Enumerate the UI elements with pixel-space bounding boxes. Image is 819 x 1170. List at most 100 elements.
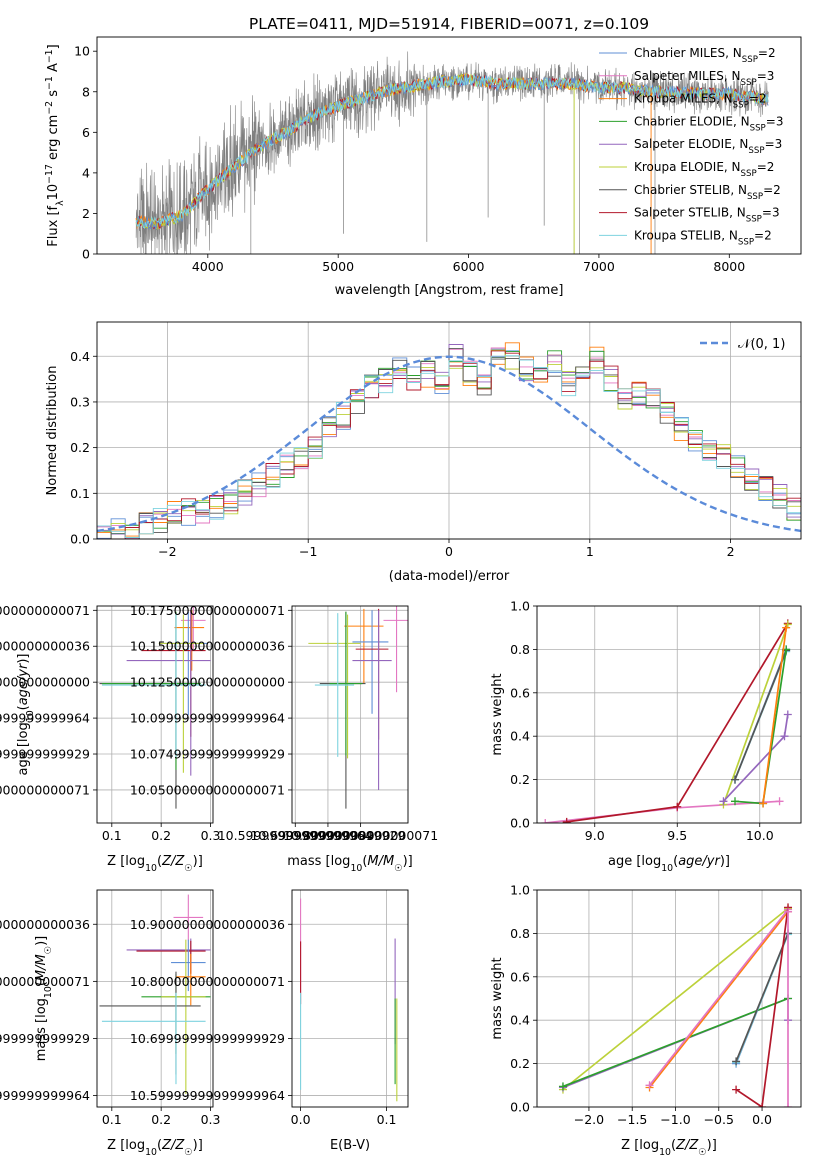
x-tick-label: 9.0 — [585, 828, 605, 843]
y-tick-label: 10.05000000000000071 — [130, 782, 285, 797]
legend-label: Kroupa MILES, NSSP=2 — [634, 92, 767, 111]
x-axis-label: Z [log10(Z/Z☉)] — [621, 1138, 717, 1158]
panel-residuals: −2 −1 0 1 2 0.0 0.1 0.2 0.3 0.4 (data-model)/error… — [45, 321, 802, 584]
axes-frame — [96, 321, 802, 540]
histogram-chabrier_stelib — [97, 348, 801, 539]
label-part: 10 — [145, 863, 157, 874]
label-part: ( — [673, 854, 678, 869]
label-part: SSP — [750, 123, 766, 133]
y-tick-label: 10.90000000000000036 — [130, 917, 285, 932]
y-tick-label: 0.2 — [510, 1056, 530, 1071]
x-tick-label: 10.80000000000000071 — [283, 828, 438, 843]
label-part: −1 — [44, 76, 55, 90]
x-tick-label: 8000 — [713, 259, 745, 274]
plot-area-age_vs_Z — [99, 606, 211, 809]
label-part: Kroupa STELIB, N — [634, 228, 738, 242]
point-marker-chabrier_elodie — [558, 1082, 567, 1091]
label-part: )] — [34, 936, 49, 946]
point-marker-salpeter_stelib — [673, 802, 682, 811]
y-tick-label: 10.17500000000000071 — [130, 603, 285, 618]
y-axis-label: mass [log10(M/M☉)] — [34, 936, 54, 1062]
histogram-kroupa_stelib — [97, 355, 801, 538]
x-axis-label: E(B-V) — [330, 1138, 370, 1153]
plot-area-weight_vs_Z — [558, 903, 793, 1107]
y-tick-label: 4 — [82, 165, 90, 180]
x-tick-label: 2 — [727, 544, 735, 559]
legend-label: Kroupa ELODIE, NSSP=2 — [634, 160, 774, 179]
axes-frame — [96, 605, 214, 824]
x-tick-label: −1 — [299, 544, 317, 559]
label-part: age/yr — [16, 662, 31, 705]
model-spectrum-chabrier_miles — [136, 74, 769, 230]
y-tick-label: 0 — [82, 247, 90, 262]
label-part: ( — [16, 705, 31, 710]
series-line-salpeter_stelib — [735, 907, 789, 1107]
x-tick-label: 0.1 — [377, 1112, 397, 1127]
label-part: SSP — [741, 78, 757, 88]
panel-age_vs_mass: 10.5999999999999996410.69999999999999929… — [130, 603, 438, 874]
series-line-kroupa_miles — [648, 911, 789, 1089]
x-tick-label: 4000 — [192, 259, 224, 274]
label-part: mass [log — [287, 854, 350, 869]
y-tick-label: 10.09999999999999964 — [130, 711, 285, 726]
y-tick-label: 10 — [74, 44, 90, 59]
panel-mass_vs_ebv: 0.0 0.1 10.59999999999999964 10.69999999999… — [130, 889, 409, 1127]
legend-label: Salpeter STELIB, NSSP=3 — [634, 206, 780, 225]
label-part: A — [46, 63, 61, 76]
x-tick-label: 10.0 — [746, 828, 774, 843]
label-part: 10 — [46, 184, 61, 201]
y-tick-label: 6 — [82, 125, 90, 140]
label-part: Kroupa ELODIE, N — [634, 160, 741, 174]
axes-frame — [536, 889, 802, 1108]
legend-label: Salpeter MILES, NSSP=3 — [634, 69, 774, 88]
x-tick-label: 0 — [445, 544, 453, 559]
y-tick-label: 0.8 — [510, 926, 530, 941]
point-marker-chabrier_stelib — [732, 1057, 741, 1066]
y-tick-label: 10.12500000000000000 — [130, 675, 285, 690]
point-marker-salpeter_stelib — [562, 817, 571, 823]
label-part: )] — [707, 1138, 717, 1153]
label-part: Z [log — [107, 1138, 145, 1153]
label-part: =2 — [758, 46, 776, 60]
y-tick-label: 0.2 — [70, 440, 90, 455]
panel-age_vs_Z: 0.1 0.2 0.3 10.05000000000000071 10.07499999… — [0, 603, 220, 874]
label-part: =2 — [757, 160, 775, 174]
label-part: 10 — [145, 1147, 157, 1158]
label-part: Chabrier ELODIE, N — [634, 114, 750, 128]
x-axis-label: (data-model)/error — [389, 569, 510, 584]
y-tick-label: 10.05000000000000071 — [0, 782, 90, 797]
label-part: Salpeter STELIB, N — [634, 206, 746, 220]
y-tick-label: 0.6 — [510, 685, 530, 700]
axes-frame — [291, 605, 409, 824]
label-part: )] — [403, 854, 413, 869]
label-part: ( — [157, 1138, 162, 1153]
label-part: 10 — [25, 710, 36, 722]
legend-label: Chabrier ELODIE, NSSP=3 — [634, 114, 783, 133]
label-part: ☉ — [43, 946, 54, 954]
y-tick-label: 1.0 — [510, 883, 530, 898]
label-part: M/M — [367, 854, 394, 869]
label-part: SSP — [742, 55, 758, 65]
label-part: ☉ — [184, 863, 192, 874]
label-part: 10 — [350, 863, 362, 874]
label-part: Chabrier STELIB, N — [634, 183, 747, 197]
y-tick-label: 10.09999999999999964 — [0, 711, 90, 726]
label-part: erg cm — [46, 115, 61, 164]
label-part: Salpeter MILES, N — [634, 69, 741, 83]
histogram-salpeter_stelib — [97, 350, 801, 539]
y-tick-label: 0.2 — [510, 772, 530, 787]
y-tick-label: 10.15000000000000036 — [0, 639, 90, 654]
label-part: =3 — [766, 114, 784, 128]
label-part: ( — [671, 1138, 676, 1153]
legend-label: Chabrier MILES, NSSP=2 — [634, 46, 776, 65]
y-tick-label: 0.0 — [70, 532, 90, 547]
point-marker-salpeter_miles — [645, 1081, 654, 1090]
y-axis-label: age [log10(age/yr)] — [16, 653, 36, 775]
label-part: Z/Z — [675, 1138, 699, 1153]
x-tick-label: 6000 — [453, 259, 485, 274]
legend-label: Salpeter ELODIE, NSSP=3 — [634, 137, 782, 156]
point-marker-salpeter_miles — [784, 1103, 793, 1107]
label-part: −2 — [44, 101, 55, 115]
x-tick-label: −2 — [158, 544, 176, 559]
model-spectrum-kroupa_stelib — [135, 74, 769, 229]
